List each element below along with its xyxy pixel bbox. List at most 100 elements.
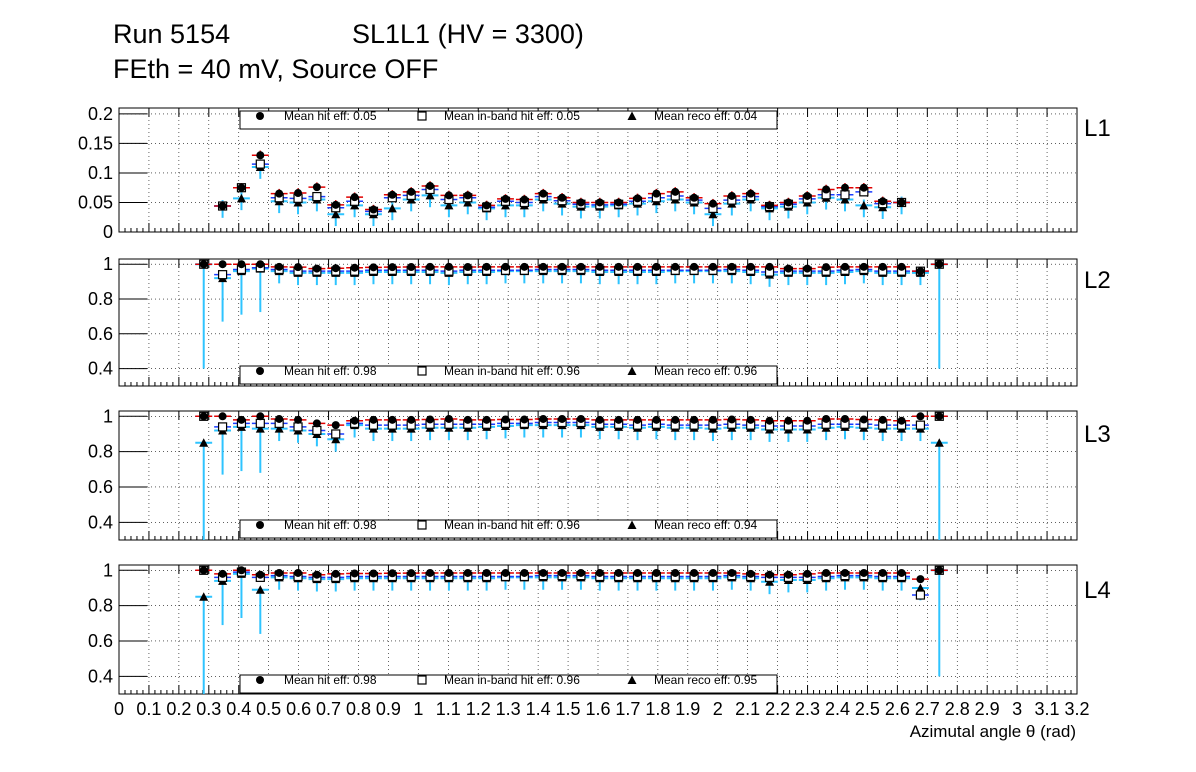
hit-eff-marker xyxy=(256,412,265,421)
hit-eff-marker xyxy=(784,570,793,579)
x-tick-label: 2.6 xyxy=(885,699,910,719)
hit-eff-marker xyxy=(218,202,227,211)
y-tick-label: 0 xyxy=(103,222,113,242)
hit-eff-marker xyxy=(746,415,755,424)
x-tick-label: 1.7 xyxy=(615,699,640,719)
x-tick-label: 1 xyxy=(413,699,423,719)
hit-eff-marker xyxy=(897,568,906,577)
hit-eff-marker xyxy=(822,414,831,423)
reco-eff-marker xyxy=(627,675,637,684)
hit-eff-marker xyxy=(256,151,265,160)
hit-eff-marker xyxy=(520,262,529,271)
hit-eff-marker xyxy=(237,183,246,192)
hit-eff-marker xyxy=(369,263,378,272)
x-tick-label: 1.5 xyxy=(556,699,581,719)
reco-eff-marker xyxy=(236,193,246,203)
hit-eff-marker xyxy=(671,187,680,196)
hit-eff-marker xyxy=(840,262,849,271)
hit-eff-marker xyxy=(388,415,397,424)
legend-inband-label: Mean in-band hit eff: 0.96 xyxy=(444,364,580,378)
x-tick-label: 0.7 xyxy=(316,699,341,719)
hit-eff-marker xyxy=(784,198,793,207)
panel-l2: 0.4 0.6 0.8 1 Mean hit eff: 0.98 Mean in-band… xyxy=(88,254,1111,387)
hit-eff-marker xyxy=(746,262,755,271)
hit-eff-marker xyxy=(614,262,623,271)
hit-eff-marker xyxy=(840,183,849,192)
hit-eff-marker xyxy=(312,570,321,579)
hit-eff-marker xyxy=(878,415,887,424)
hit-eff-marker xyxy=(822,263,831,272)
y-tick-label: 0.4 xyxy=(88,359,113,379)
hit-eff-marker xyxy=(784,416,793,425)
hit-eff-marker xyxy=(237,260,246,269)
panel-l3: 0.4 0.6 0.8 1 Mean hit eff: 0.98 Mean in-band… xyxy=(88,406,1111,541)
hit-eff-marker xyxy=(256,570,265,579)
hit-eff-marker xyxy=(935,412,944,421)
reco-eff-marker xyxy=(199,592,209,601)
hit-eff-marker xyxy=(218,260,227,269)
hit-eff-marker xyxy=(256,676,264,684)
reco-eff-marker xyxy=(627,111,637,120)
legend-inband-label: Mean in-band hit eff: 0.05 xyxy=(444,109,580,123)
hit-eff-marker xyxy=(444,568,453,577)
x-tick-label: 0.5 xyxy=(256,699,281,719)
hit-eff-marker xyxy=(218,412,227,421)
x-tick-label: 1.2 xyxy=(466,699,491,719)
x-tick-label: 2.3 xyxy=(795,699,820,719)
inband-eff-marker xyxy=(331,429,341,439)
legend-box xyxy=(239,110,778,130)
hit-eff-marker xyxy=(633,194,642,203)
hit-eff-marker xyxy=(576,262,585,271)
reco-eff-marker xyxy=(915,583,925,592)
x-tick-label: 0.2 xyxy=(166,699,191,719)
x-tick-label: 2.2 xyxy=(765,699,790,719)
legend-reco-label: Mean reco eff: 0.94 xyxy=(654,518,758,532)
hit-eff-marker xyxy=(935,260,944,269)
hit-eff-marker xyxy=(463,263,472,272)
hit-eff-marker xyxy=(727,262,736,271)
y-tick-label: 0.05 xyxy=(78,192,113,212)
hit-eff-marker xyxy=(897,416,906,425)
hit-eff-marker xyxy=(275,189,284,198)
hit-eff-marker xyxy=(708,415,717,424)
y-tick-label: 0.6 xyxy=(88,631,113,651)
hit-eff-marker xyxy=(859,568,868,577)
x-tick-label: 1.6 xyxy=(585,699,610,719)
hit-eff-marker xyxy=(897,198,906,207)
x-tick-label: 1.1 xyxy=(436,699,461,719)
y-tick-label: 0.4 xyxy=(88,512,113,532)
inband-eff-marker xyxy=(255,159,265,169)
legend-box xyxy=(239,365,778,385)
reco-eff-marker xyxy=(444,200,454,210)
reco-eff-marker xyxy=(859,200,869,210)
x-tick-label: 0.9 xyxy=(376,699,401,719)
hit-eff-marker xyxy=(294,568,303,577)
x-axis-label: Azimutal angle θ (rad) xyxy=(910,722,1076,741)
x-tick-label: 3 xyxy=(1012,699,1022,719)
y-tick-label: 0.2 xyxy=(88,104,113,124)
hit-eff-marker xyxy=(671,262,680,271)
inband-eff-marker xyxy=(312,425,322,436)
inband-eff-marker xyxy=(417,520,427,530)
hit-eff-marker xyxy=(916,412,925,421)
hit-eff-marker xyxy=(878,197,887,206)
inband-eff-marker xyxy=(915,420,926,430)
hit-eff-marker xyxy=(388,569,397,578)
y-tick-label: 0.6 xyxy=(88,324,113,344)
y-tick-label: 0.4 xyxy=(88,666,113,686)
hit-eff-marker xyxy=(482,262,491,271)
x-tick-label: 2.4 xyxy=(825,699,850,719)
hit-eff-marker xyxy=(199,566,208,575)
x-tick-label: 1.3 xyxy=(496,699,521,719)
panel-l4: 0.4 0.6 0.8 1 Mean hit eff: 0.98 Mean in-band… xyxy=(88,560,1111,695)
hit-eff-marker xyxy=(463,415,472,424)
hit-eff-marker xyxy=(331,421,340,430)
y-tick-label: 1 xyxy=(103,560,113,580)
hit-eff-marker xyxy=(331,200,340,209)
hit-eff-marker xyxy=(614,415,623,424)
hit-eff-marker xyxy=(859,262,868,271)
inband-eff-marker xyxy=(255,418,265,428)
hit-eff-marker xyxy=(690,415,699,424)
hit-eff-marker xyxy=(482,201,491,210)
